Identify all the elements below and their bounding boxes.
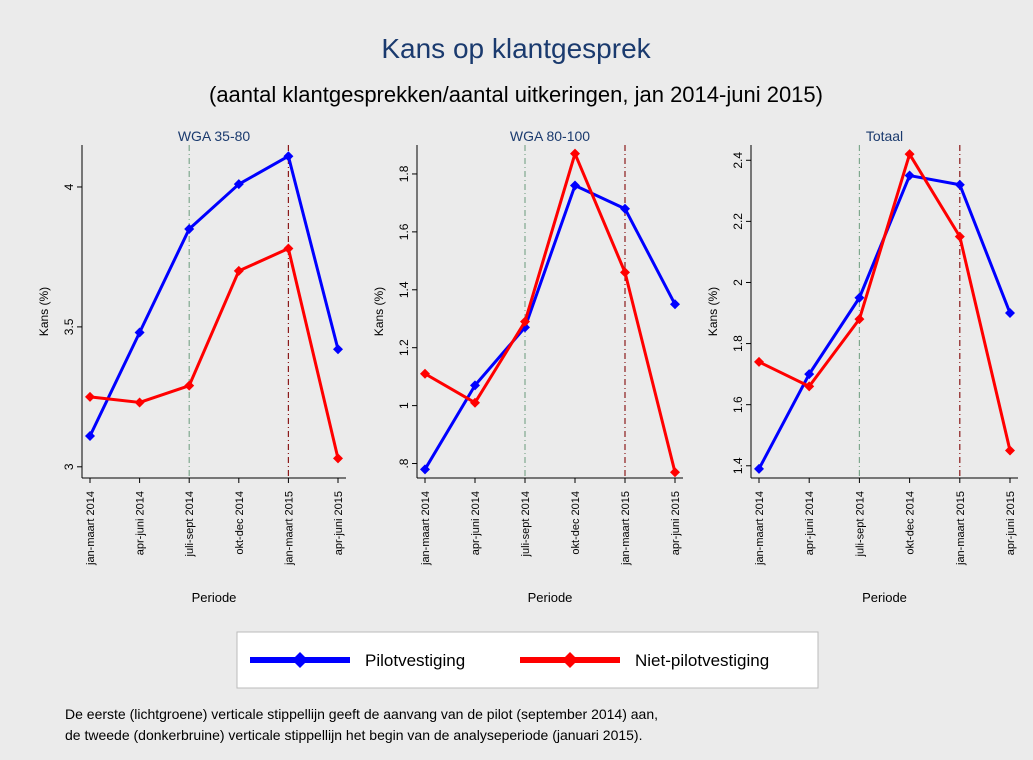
- y-tick-label: .8: [397, 458, 411, 468]
- y-tick-label: 2.2: [731, 213, 745, 230]
- marker: [333, 453, 343, 464]
- legend-marker: [292, 652, 308, 668]
- y-tick-label: 1.2: [397, 339, 411, 356]
- marker: [954, 231, 965, 242]
- x-tick-label: apr-juni 2014: [470, 491, 482, 555]
- x-tick-label: okt-dec 2014: [905, 491, 917, 555]
- marker: [134, 397, 145, 408]
- x-tick-label: jan-maart 2015: [620, 491, 632, 566]
- marker: [1005, 445, 1015, 456]
- marker: [954, 179, 965, 190]
- marker: [570, 180, 580, 191]
- legend-label: Pilotvestiging: [365, 651, 465, 670]
- marker: [184, 380, 195, 391]
- y-tick-label: 3: [62, 463, 76, 470]
- marker: [620, 203, 630, 214]
- x-axis-label: Periode: [862, 590, 907, 605]
- chart-title: Kans op klantgesprek: [381, 33, 651, 64]
- marker: [470, 380, 480, 391]
- y-axis-label: Kans (%): [372, 287, 386, 336]
- x-tick-label: apr-juni 2015: [670, 491, 682, 555]
- x-tick-label: apr-juni 2014: [135, 491, 147, 555]
- marker: [670, 467, 680, 478]
- series-line: [89, 247, 340, 459]
- x-axis-label: Periode: [192, 590, 237, 605]
- y-tick-label: 2.4: [731, 152, 745, 169]
- y-tick-label: 1.6: [731, 396, 745, 413]
- marker: [233, 179, 244, 190]
- marker: [184, 223, 195, 234]
- marker: [233, 265, 244, 276]
- panel-title: WGA 80-100: [510, 128, 590, 144]
- y-axis-label: Kans (%): [706, 287, 720, 336]
- y-tick-label: 1.4: [397, 281, 411, 298]
- marker: [1005, 308, 1015, 319]
- x-tick-label: okt-dec 2014: [570, 491, 582, 555]
- series-line: [758, 152, 1012, 451]
- x-tick-label: apr-juni 2015: [1005, 491, 1017, 555]
- panel-title: WGA 35-80: [178, 128, 251, 144]
- marker: [85, 431, 95, 442]
- y-tick-label: 1.4: [731, 457, 745, 474]
- note: De eerste (lichtgroene) verticale stippe…: [65, 706, 658, 722]
- marker: [283, 151, 294, 162]
- marker: [754, 356, 764, 367]
- marker: [754, 463, 764, 474]
- marker: [520, 316, 530, 327]
- marker: [904, 170, 915, 181]
- marker: [620, 267, 630, 278]
- marker: [85, 391, 95, 402]
- y-axis-label: Kans (%): [37, 287, 51, 336]
- x-tick-label: apr-juni 2014: [804, 491, 816, 555]
- legend-label: Niet-pilotvestiging: [635, 651, 769, 670]
- x-tick-label: juli-sept 2014: [184, 491, 196, 557]
- marker: [283, 243, 294, 254]
- y-tick-label: 1.8: [731, 335, 745, 352]
- y-tick-label: 1: [397, 402, 411, 409]
- x-tick-label: juli-sept 2014: [520, 491, 532, 557]
- marker: [134, 327, 145, 338]
- series-line: [424, 152, 677, 473]
- marker: [420, 464, 430, 475]
- x-tick-label: jan-maart 2015: [283, 491, 295, 566]
- x-tick-label: okt-dec 2014: [234, 491, 246, 555]
- x-tick-label: jan-maart 2015: [955, 491, 967, 566]
- legend-marker: [562, 652, 578, 668]
- marker: [804, 369, 815, 380]
- y-tick-label: 1.8: [397, 165, 411, 182]
- marker: [670, 299, 680, 310]
- y-tick-label: 1.6: [397, 223, 411, 240]
- x-tick-label: juli-sept 2014: [854, 491, 866, 557]
- x-axis-label: Periode: [528, 590, 573, 605]
- marker: [570, 148, 580, 159]
- y-tick-label: 3.5: [62, 318, 76, 335]
- panel-title: Totaal: [866, 128, 903, 144]
- x-tick-label: jan-maart 2014: [420, 491, 432, 566]
- y-tick-label: 2: [731, 279, 745, 286]
- x-tick-label: apr-juni 2015: [333, 491, 345, 555]
- marker: [854, 314, 865, 325]
- marker: [333, 344, 343, 355]
- x-tick-label: jan-maart 2014: [85, 491, 97, 566]
- marker: [470, 397, 480, 408]
- marker: [804, 381, 815, 392]
- series-line: [88, 154, 340, 437]
- marker: [420, 368, 430, 379]
- x-tick-label: jan-maart 2014: [754, 491, 766, 566]
- chart-subtitle: (aantal klantgesprekken/aantal uitkering…: [209, 82, 823, 107]
- marker: [904, 149, 915, 160]
- y-tick-label: 4: [62, 183, 76, 190]
- marker: [854, 292, 865, 303]
- note: de tweede (donkerbruine) verticale stipp…: [65, 727, 642, 743]
